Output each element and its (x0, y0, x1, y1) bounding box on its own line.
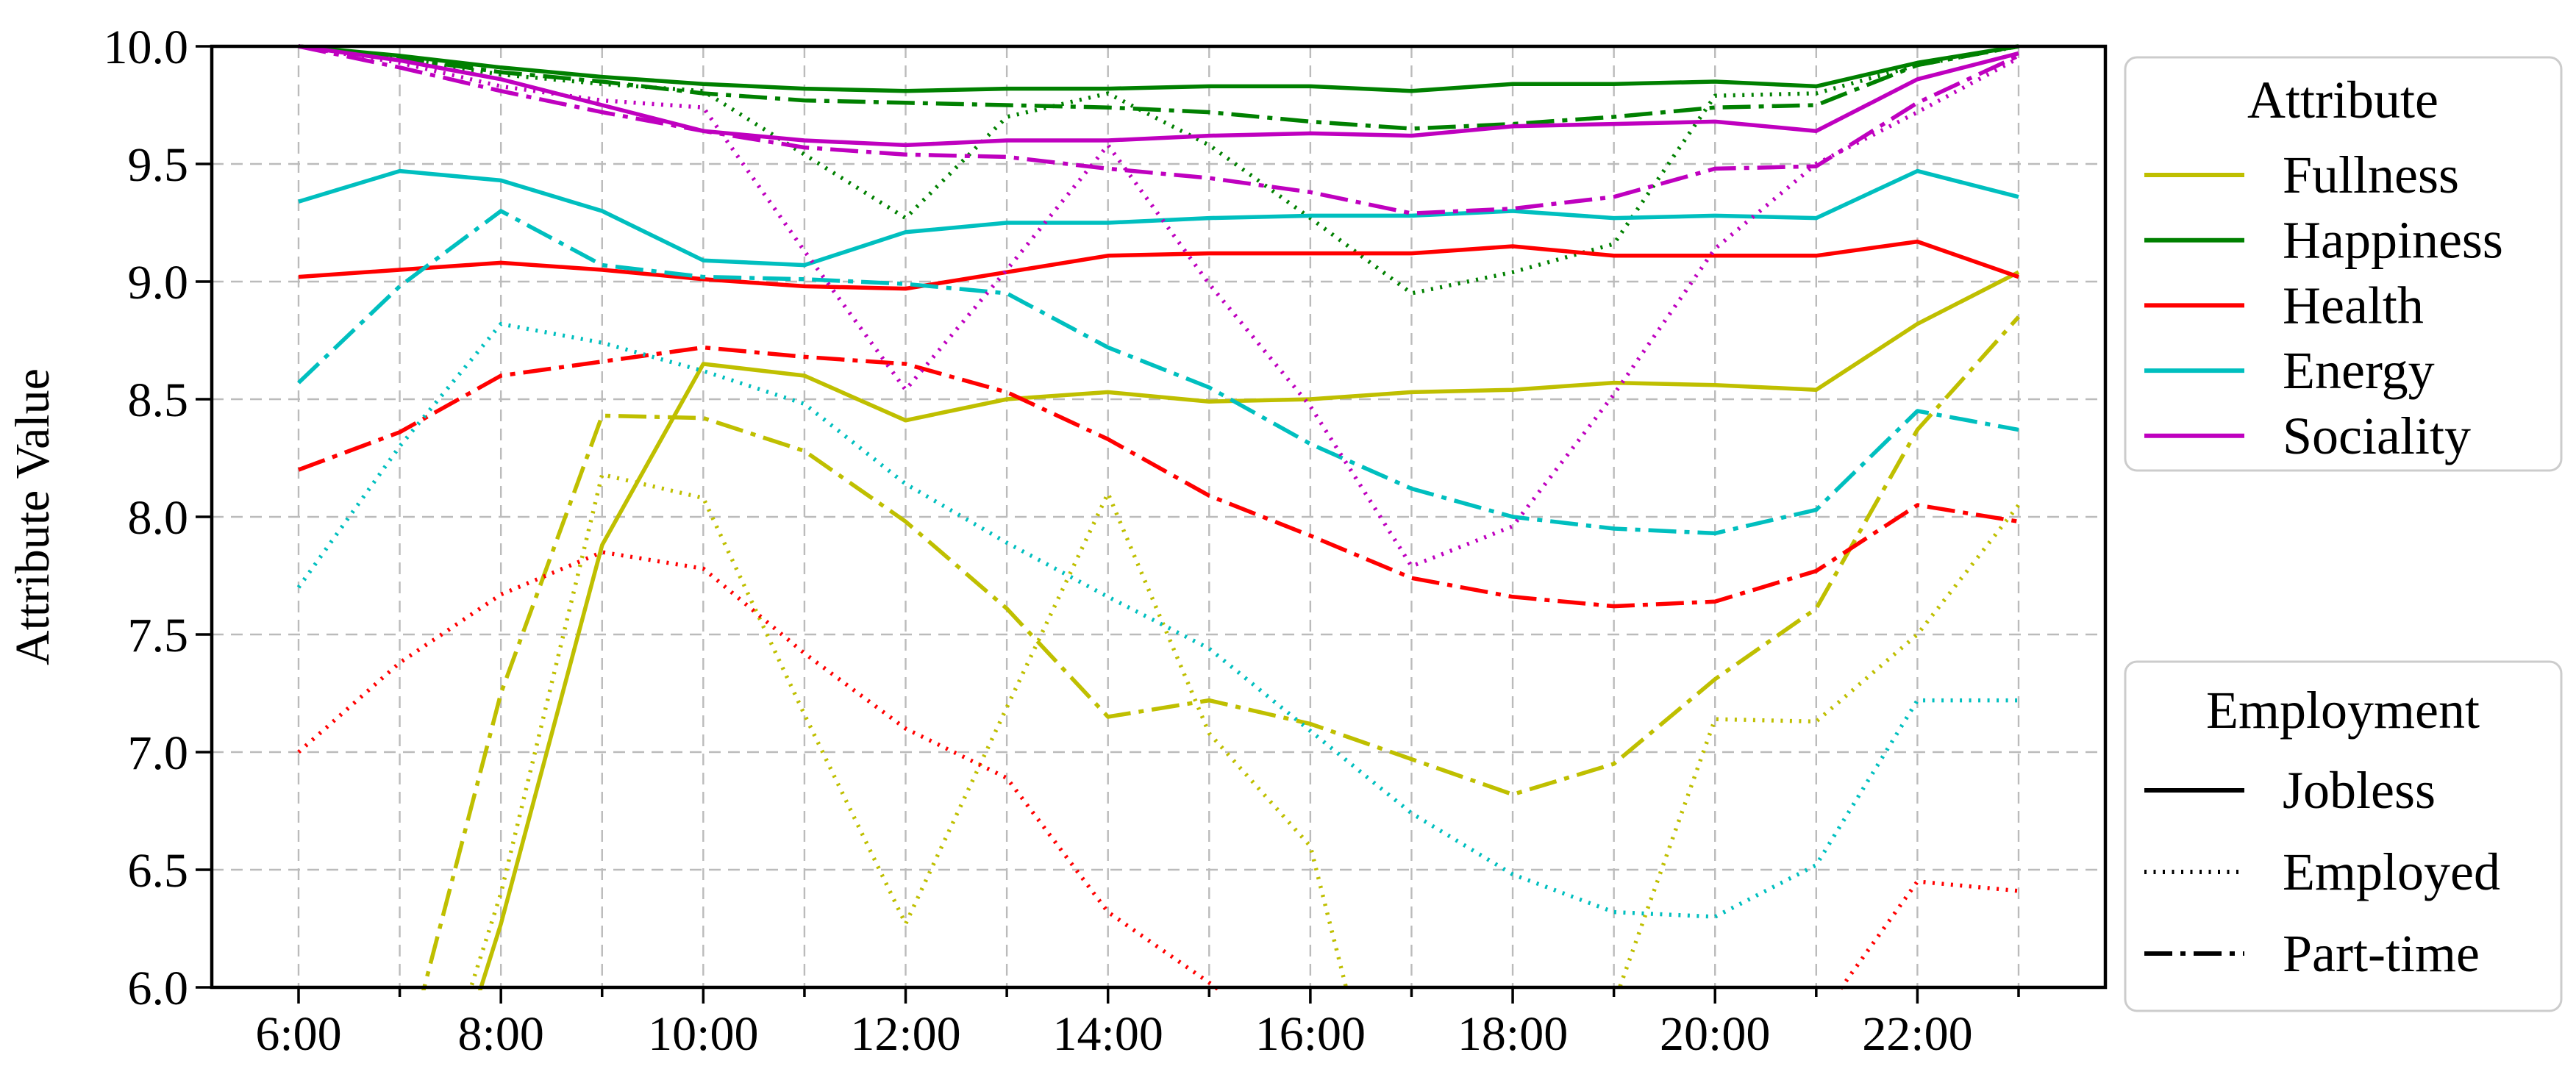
series-line-happiness-part-time (298, 44, 2019, 131)
y-tick-label: 7.5 (128, 609, 189, 662)
series-line-fullness-jobless (477, 270, 2020, 990)
series-line-health-part-time (298, 345, 2019, 609)
series-line-energy-jobless (298, 168, 2019, 268)
series-line-happiness-jobless (298, 44, 2019, 93)
x-tick-label: 12:00 (850, 1007, 960, 1061)
series-line-sociality-employed (298, 44, 2020, 568)
x-tick-label: 20:00 (1660, 1007, 1770, 1061)
legend-employment-box (2124, 660, 2563, 1012)
legend-label-jobless: Jobless (2283, 761, 2436, 820)
legend-label-energy: Energy (2283, 341, 2435, 400)
x-tick-label: 14:00 (1053, 1007, 1163, 1061)
series-line-health-employed (297, 550, 2019, 990)
legend-label-fullness: Fullness (2283, 146, 2459, 204)
series-line-sociality-jobless (298, 44, 2019, 148)
x-tick-label: 6:00 (255, 1007, 341, 1061)
y-tick-label: 8.5 (128, 373, 189, 427)
plot-area (296, 44, 2021, 990)
y-tick-label: 10.0 (104, 21, 189, 74)
axes-frame (210, 44, 2108, 990)
y-tick-label: 8.0 (128, 491, 189, 545)
x-tick-label: 8:00 (458, 1007, 544, 1061)
series-line-sociality-part-time (298, 44, 2020, 215)
axis-ticks (196, 45, 2020, 1004)
series-line-energy-employed (296, 321, 2019, 919)
x-tick-label: 10:00 (648, 1007, 758, 1061)
gridlines (212, 46, 2105, 987)
y-tick-label: 6.0 (128, 962, 189, 1015)
series-line-health-jobless (298, 239, 2019, 291)
legend-attribute-box (2124, 56, 2563, 472)
series-line-fullness-part-time (421, 315, 2021, 990)
y-tick-label: 6.5 (128, 844, 189, 898)
x-tick-label: 22:00 (1862, 1007, 1972, 1061)
legend-employment-title: Employment (2206, 681, 2480, 740)
legend-label-part-time: Part-time (2283, 924, 2480, 983)
legend-attribute: Attribute Fullness Happiness Health Energy S… (2124, 56, 2563, 472)
x-tick-label: 16:00 (1255, 1007, 1366, 1061)
legend-label-health: Health (2283, 276, 2424, 335)
x-tick-labels: 6:00 8:00 10:00 12:00 14:00 16:00 18:00 20:00 22… (255, 1007, 1972, 1061)
legend-label-employed: Employed (2283, 843, 2500, 901)
y-tick-label: 9.5 (128, 138, 189, 192)
legend-attribute-title: Attribute (2247, 71, 2438, 129)
y-tick-label: 9.0 (128, 256, 189, 310)
legend-label-happiness: Happiness (2283, 211, 2503, 270)
legend-employment: Employment Jobless Employed Part-time (2124, 660, 2563, 1012)
series-line-fullness-employed (468, 472, 2021, 990)
legend-label-sociality: Sociality (2283, 407, 2471, 465)
y-axis-title: Attribute Value (6, 368, 60, 665)
series-line-energy-part-time (297, 209, 2019, 536)
x-tick-label: 18:00 (1458, 1007, 1568, 1061)
y-tick-label: 7.0 (128, 726, 189, 780)
y-tick-labels: 6.0 6.5 7.0 7.5 8.0 8.5 9.0 9.5 10.0 (104, 21, 189, 1015)
